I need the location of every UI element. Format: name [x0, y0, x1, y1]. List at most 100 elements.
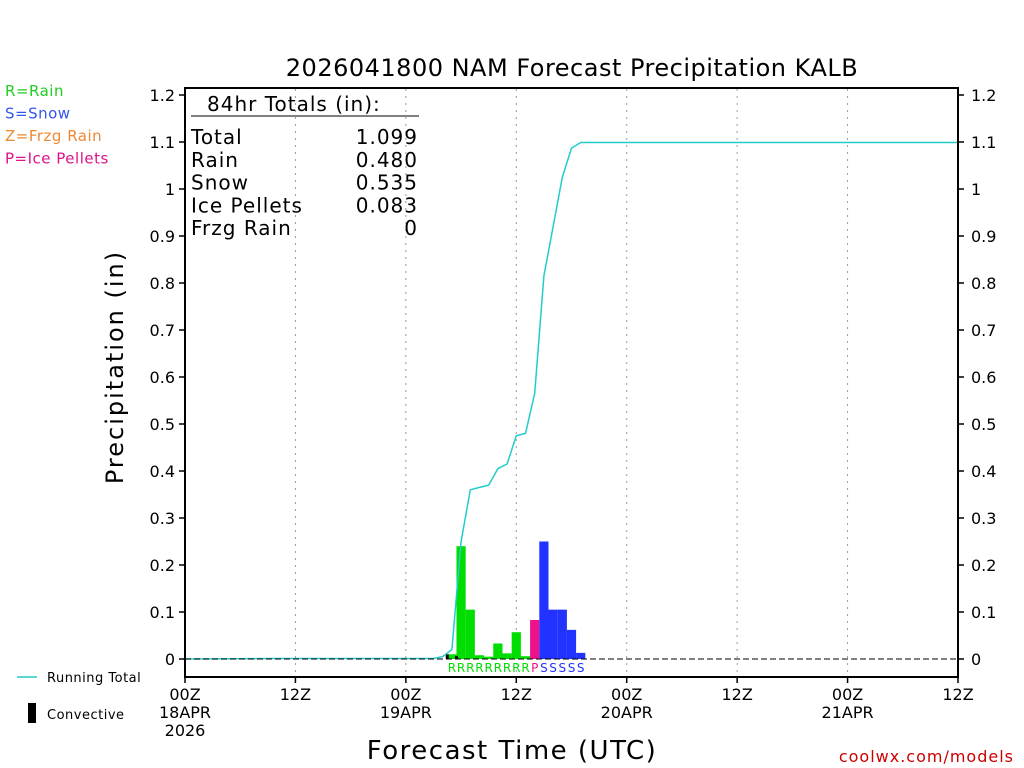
- y-tick-label-left: 1.1: [150, 133, 175, 152]
- type-legend-entry: S=Snow: [5, 105, 71, 123]
- precip-bar: [493, 643, 503, 659]
- y-tick-label-right: 0.2: [971, 556, 996, 575]
- y-tick-label-right: 0.9: [971, 227, 996, 246]
- x-tick-label: 19APR: [380, 703, 432, 722]
- precip-type-letter: R: [494, 661, 502, 675]
- running-total-line: [184, 141, 958, 660]
- y-tick-label-left: 0.7: [150, 321, 175, 340]
- precip-type-letter: R: [503, 661, 511, 675]
- x-tick-label: 12Z: [280, 685, 311, 704]
- y-tick-label-left: 0.5: [150, 415, 175, 434]
- precip-type-letter: S: [577, 661, 585, 675]
- totals-row-value: 0: [404, 216, 418, 240]
- precip-bar: [548, 609, 558, 659]
- totals-row-label: Total: [190, 125, 243, 149]
- y-tick-label-left: 0.6: [150, 368, 175, 387]
- precip-bar: [557, 609, 567, 659]
- x-tick-label: 12Z: [721, 685, 752, 704]
- totals-row-value: 0.083: [356, 193, 418, 217]
- precip-bar: [502, 653, 512, 659]
- x-tick-label: 00Z: [169, 685, 200, 704]
- y-tick-label-left: 0.9: [150, 227, 175, 246]
- precip-type-letter: R: [466, 661, 474, 675]
- x-tick-label: 12Z: [942, 685, 973, 704]
- totals-row-label: Snow: [191, 171, 249, 195]
- y-axis-ticks: 0 0 0.1 0.1 0.2 0.2 0.3 0.3 0.4 0.4 0.5 0.5 0.6 0.6 0.…: [150, 86, 997, 669]
- precip-type-letter: S: [540, 661, 548, 675]
- precip-type-letter: P: [531, 661, 538, 675]
- precip-bar: [530, 619, 540, 659]
- y-tick-label-right: 0.4: [971, 462, 996, 481]
- y-tick-label-left: 0.1: [150, 603, 175, 622]
- y-axis-label: Precipitation (in): [101, 250, 129, 484]
- precip-type-legend: R=Rain S=Snow Z=Frzg Rain P=Ice Pellets: [5, 82, 109, 168]
- totals-row-value: 0.480: [356, 148, 418, 172]
- convective-series: [445, 654, 458, 659]
- totals-box: 84hr Totals (in): Total 1.099 Rain 0.480 Snow…: [190, 92, 419, 240]
- y-tick-label-left: 0.3: [150, 509, 175, 528]
- precip-type-letter: R: [457, 661, 465, 675]
- y-tick-label-right: 0: [971, 650, 981, 669]
- precip-type-letter: R: [521, 661, 529, 675]
- y-tick-label-right: 0.8: [971, 274, 996, 293]
- credit-text: coolwx.com/models: [839, 747, 1014, 766]
- y-tick-label-right: 0.3: [971, 509, 996, 528]
- totals-heading: 84hr Totals (in):: [207, 92, 381, 116]
- precip-type-letter: S: [568, 661, 576, 675]
- precip-type-letter: S: [558, 661, 566, 675]
- precip-bar: [456, 546, 466, 659]
- precip-bar: [576, 652, 586, 659]
- y-tick-label-left: 0: [165, 650, 175, 669]
- x-tick-label: 12Z: [501, 685, 532, 704]
- precip-type-letter: R: [485, 661, 493, 675]
- convective-bar: [454, 656, 458, 659]
- totals-row-label: Ice Pellets: [191, 193, 303, 217]
- x-axis-label: Forecast Time (UTC): [367, 736, 658, 766]
- x-tick-label: 00Z: [832, 685, 863, 704]
- totals-row-label: Frzg Rain: [191, 216, 292, 240]
- y-tick-label-right: 1: [971, 180, 981, 199]
- y-tick-label-left: 1.2: [150, 86, 175, 105]
- totals-row-value: 0.535: [356, 171, 418, 195]
- chart-title: 2026041800 NAM Forecast Precipitation KA…: [286, 54, 858, 82]
- y-tick-label-left: 1: [165, 180, 175, 199]
- y-tick-label-right: 0.1: [971, 603, 996, 622]
- running-total-legend-label: Running Total: [47, 671, 141, 686]
- y-tick-label-right: 0.6: [971, 368, 996, 387]
- precip-bar: [474, 655, 485, 659]
- y-tick-label-left: 0.2: [150, 556, 175, 575]
- y-tick-label-right: 1.2: [971, 86, 996, 105]
- convective-bar: [445, 654, 449, 659]
- precip-type-letter: R: [448, 661, 456, 675]
- x-tick-label: 18APR: [159, 703, 211, 722]
- totals-row-value: 1.099: [356, 125, 418, 149]
- precip-bar: [484, 656, 494, 659]
- precip-type-letter: R: [512, 661, 520, 675]
- x-tick-label: 00Z: [390, 685, 421, 704]
- x-tick-label: 2026: [165, 721, 206, 740]
- x-tick-label: 21APR: [822, 703, 874, 722]
- bar-series: [447, 541, 586, 659]
- x-tick-label: 20APR: [601, 703, 653, 722]
- type-legend-entry: P=Ice Pellets: [5, 150, 109, 168]
- x-tick-label: 00Z: [611, 685, 642, 704]
- y-tick-label-left: 0.4: [150, 462, 175, 481]
- convective-legend-swatch: [28, 703, 36, 723]
- precip-bar: [447, 654, 457, 659]
- precip-bar: [539, 541, 549, 659]
- y-tick-label-right: 1.1: [971, 133, 996, 152]
- totals-row-label: Rain: [191, 148, 239, 172]
- type-legend-entry: R=Rain: [5, 82, 64, 100]
- convective-legend-label: Convective: [47, 708, 125, 723]
- plot-frame: [184, 87, 959, 678]
- type-legend-entry: Z=Frzg Rain: [5, 127, 102, 145]
- precip-bar: [465, 609, 475, 659]
- y-tick-label-right: 0.7: [971, 321, 996, 340]
- precip-bar: [566, 629, 577, 659]
- precip-bar: [511, 632, 521, 659]
- precip-bar: [520, 656, 531, 659]
- y-tick-label-right: 0.5: [971, 415, 996, 434]
